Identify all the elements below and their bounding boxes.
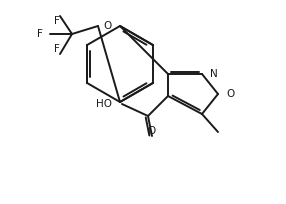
Text: F: F: [37, 29, 43, 39]
Text: F: F: [54, 44, 60, 54]
Text: N: N: [210, 69, 218, 79]
Text: O: O: [226, 89, 234, 99]
Text: HO: HO: [96, 99, 112, 109]
Text: F: F: [54, 16, 60, 26]
Text: O: O: [148, 126, 156, 136]
Text: O: O: [103, 21, 111, 31]
